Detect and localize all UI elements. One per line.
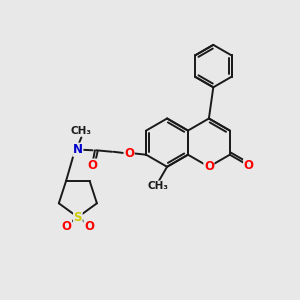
Text: CH₃: CH₃ — [147, 181, 168, 191]
Text: O: O — [84, 220, 94, 233]
Text: O: O — [124, 147, 134, 160]
Text: O: O — [62, 220, 72, 233]
Text: S: S — [74, 211, 82, 224]
Text: O: O — [204, 160, 214, 173]
Text: N: N — [73, 143, 83, 156]
Text: O: O — [88, 159, 98, 172]
Text: CH₃: CH₃ — [71, 126, 92, 136]
Text: O: O — [244, 159, 254, 172]
